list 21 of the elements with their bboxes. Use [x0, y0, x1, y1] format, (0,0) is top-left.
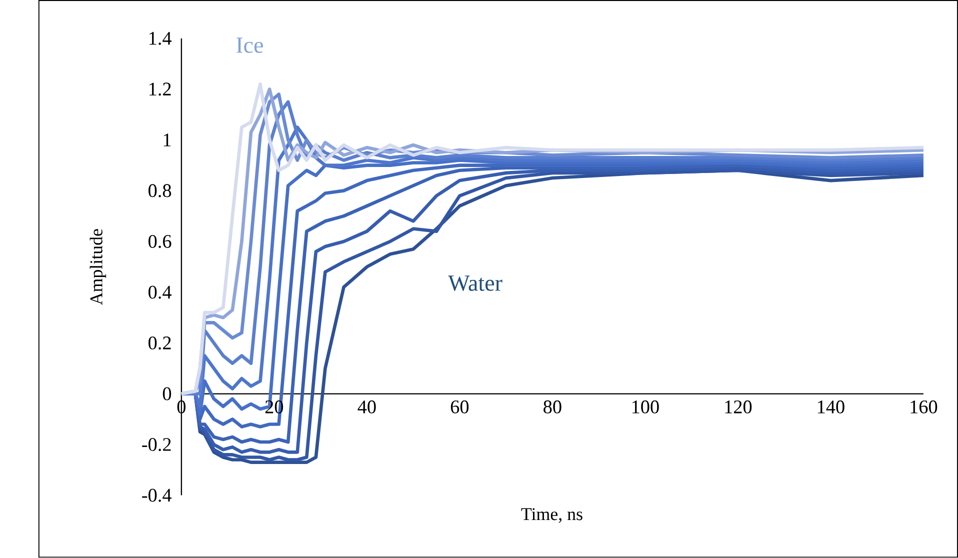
x-tick-label: 100 — [632, 400, 659, 414]
y-tick-label: -0.2 — [142, 438, 171, 452]
y-tick-label: 0.6 — [148, 235, 172, 248]
y-tick-label: 0.8 — [148, 184, 172, 198]
y-tick-label: 1.4 — [149, 32, 172, 46]
y-tick-label: -0.4 — [142, 488, 172, 502]
x-axis-title: Time, ns — [521, 508, 582, 523]
y-tick-label: 0 — [162, 387, 172, 400]
annotation: Ice — [236, 38, 263, 54]
x-tick-label: 160 — [910, 400, 938, 414]
y-tick-label: 0.4 — [148, 286, 172, 299]
x-tick-label: 40 — [358, 400, 376, 414]
x-tick-label: 120 — [725, 400, 752, 414]
x-tick-label: 80 — [544, 400, 562, 414]
annotation: Water — [448, 276, 502, 292]
y-tick-label: 1 — [164, 134, 171, 146]
y-tick-label: 0.2 — [148, 336, 171, 350]
y-tick-label: 1.2 — [149, 82, 171, 96]
x-tick-label: 60 — [450, 400, 469, 414]
y-axis-title: Amplitude — [90, 229, 106, 306]
x-tick-label: 140 — [818, 400, 844, 414]
